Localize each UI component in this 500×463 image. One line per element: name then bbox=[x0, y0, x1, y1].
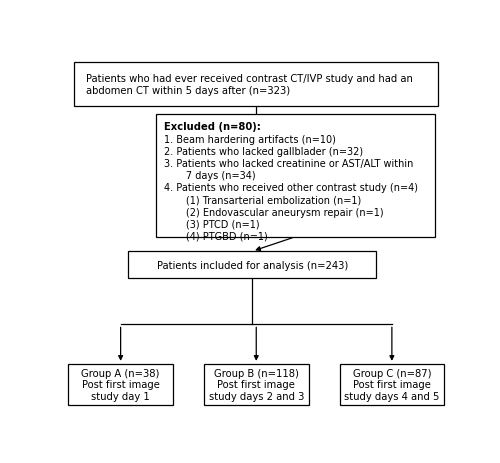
Text: 1. Beam hardering artifacts (n=10): 1. Beam hardering artifacts (n=10) bbox=[164, 134, 336, 144]
FancyBboxPatch shape bbox=[156, 114, 434, 238]
Text: Group C (n=87)
Post first image
study days 4 and 5: Group C (n=87) Post first image study da… bbox=[344, 368, 440, 401]
Text: (1) Transarterial embolization (n=1): (1) Transarterial embolization (n=1) bbox=[164, 195, 362, 205]
FancyBboxPatch shape bbox=[340, 364, 444, 405]
Text: Group A (n=38)
Post first image
study day 1: Group A (n=38) Post first image study da… bbox=[82, 368, 160, 401]
Text: Patients included for analysis (n=243): Patients included for analysis (n=243) bbox=[157, 260, 348, 270]
Text: Excluded (n=80):: Excluded (n=80): bbox=[164, 122, 261, 132]
Text: (2) Endovascular aneurysm repair (n=1): (2) Endovascular aneurysm repair (n=1) bbox=[164, 207, 384, 217]
Text: (3) PTCD (n=1): (3) PTCD (n=1) bbox=[164, 219, 260, 229]
FancyBboxPatch shape bbox=[128, 252, 376, 278]
Text: 7 days (n=34): 7 days (n=34) bbox=[164, 171, 256, 181]
FancyBboxPatch shape bbox=[204, 364, 308, 405]
Text: 4. Patients who received other contrast study (n=4): 4. Patients who received other contrast … bbox=[164, 183, 418, 193]
FancyBboxPatch shape bbox=[74, 63, 438, 107]
Text: (4) PTGBD (n=1): (4) PTGBD (n=1) bbox=[164, 232, 268, 241]
Text: Group B (n=118)
Post first image
study days 2 and 3: Group B (n=118) Post first image study d… bbox=[208, 368, 304, 401]
FancyBboxPatch shape bbox=[68, 364, 173, 405]
Text: 3. Patients who lacked creatinine or AST/ALT within: 3. Patients who lacked creatinine or AST… bbox=[164, 159, 414, 169]
Text: 2. Patients who lacked gallblader (n=32): 2. Patients who lacked gallblader (n=32) bbox=[164, 146, 363, 156]
Text: Patients who had ever received contrast CT/IVP study and had an
abdomen CT withi: Patients who had ever received contrast … bbox=[86, 74, 412, 96]
